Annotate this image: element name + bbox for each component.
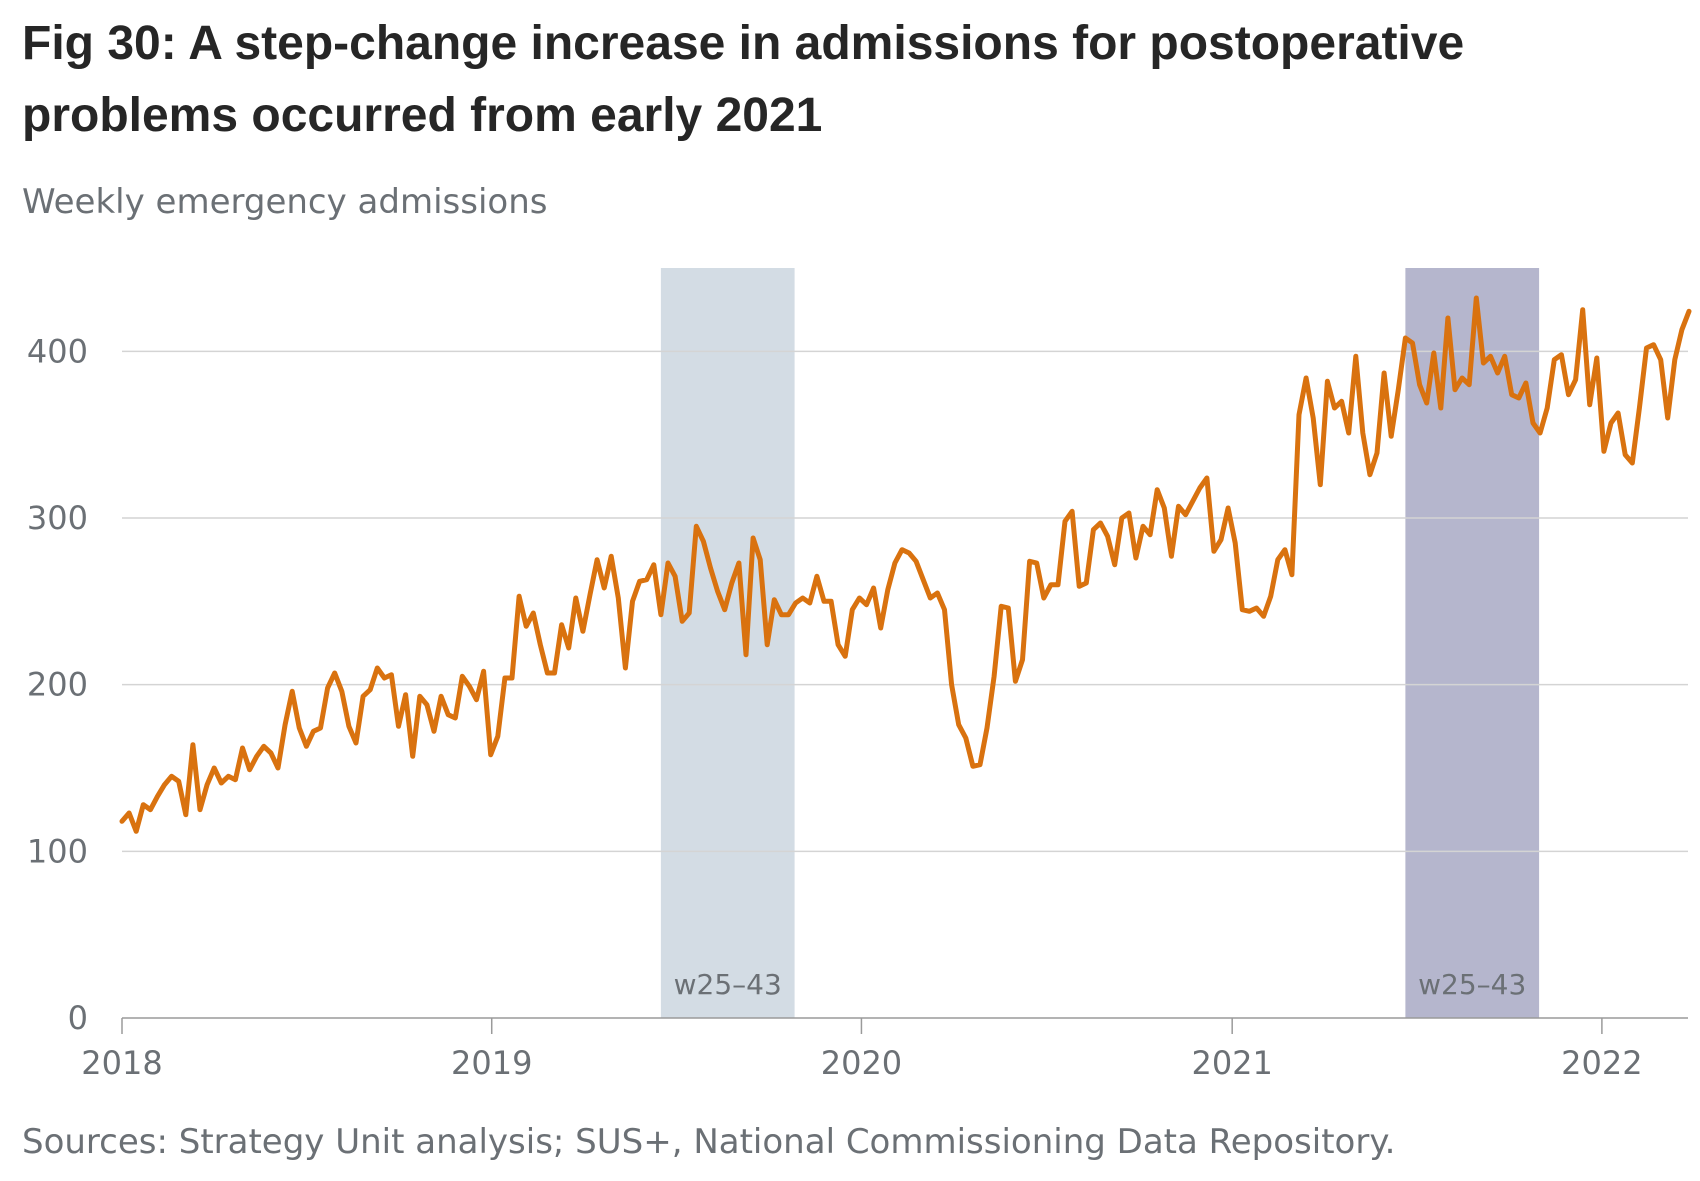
x-tick-label-2020: 2020 <box>821 1044 902 1082</box>
shaded-period-label-1: w25–43 <box>674 968 782 1001</box>
y-tick-label-200: 200 <box>27 666 88 704</box>
y-tick-label-100: 100 <box>27 832 88 870</box>
gridlines <box>122 350 1688 853</box>
y-tick-label-300: 300 <box>27 499 88 537</box>
source-note: Sources: Strategy Unit analysis; SUS+, N… <box>22 1122 1396 1162</box>
shaded-periods: w25–43 w25–43 <box>660 268 1540 1018</box>
y-axis-label: Weekly emergency admissions <box>22 182 548 222</box>
x-tick-label-2022: 2022 <box>1561 1044 1642 1082</box>
y-tick-label-400: 400 <box>27 332 88 370</box>
shaded-period-label-2: w25–43 <box>1418 968 1526 1001</box>
shaded-period-1 <box>660 268 795 1018</box>
chart-title: Fig 30: A step-change increase in admiss… <box>22 17 1465 142</box>
series-layer <box>119 295 1692 834</box>
x-tick-label-2019: 2019 <box>451 1044 532 1082</box>
series-line-1 <box>119 295 1692 834</box>
shaded-period-2 <box>1405 268 1540 1018</box>
x-tick-label-2021: 2021 <box>1191 1044 1272 1082</box>
x-tick-label-2018: 2018 <box>81 1044 162 1082</box>
y-tick-label-0: 0 <box>68 999 88 1037</box>
axes: 0 100 200 300 400 2018 2019 2020 2021 2022 <box>27 332 1688 1082</box>
